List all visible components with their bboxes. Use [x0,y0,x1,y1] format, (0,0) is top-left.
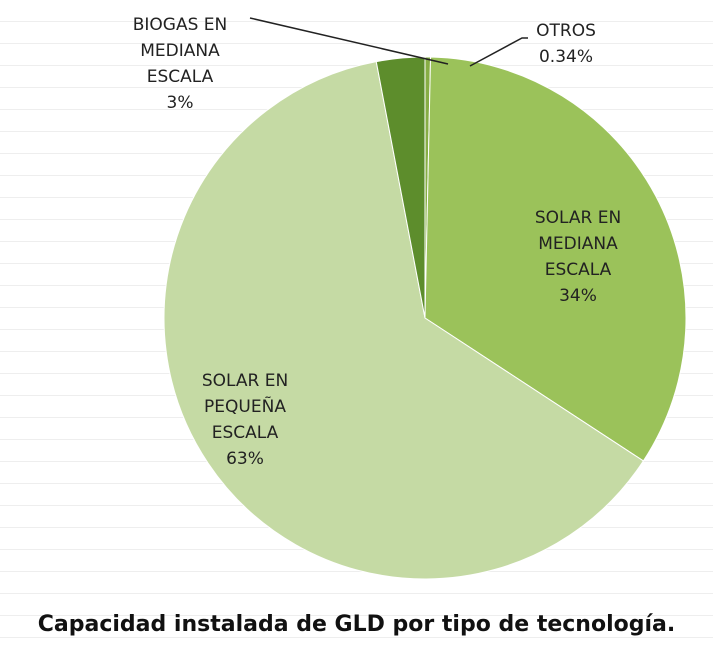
slice-name: BIOGAS EN MEDIANA ESCALA [132,15,228,87]
chart-title: Capacidad instalada de GLD por tipo de t… [37,612,676,637]
slice-value: 34% [559,286,597,306]
leader-line [249,17,449,65]
pie-slice [424,56,687,462]
leader-line [469,37,528,67]
slice-name: OTROS [536,21,596,41]
slice-label: SOLAR EN MEDIANA ESCALA 34% [500,205,656,309]
pie-slice [163,61,645,580]
slice-name: SOLAR EN MEDIANA ESCALA [534,208,622,280]
slice-label: BIOGAS EN MEDIANA ESCALA 3% [110,12,250,116]
slice-value: 3% [166,93,194,113]
slice-label: OTROS 0.34% [496,18,636,70]
slice-name: SOLAR EN PEQUEÑA ESCALA [201,371,289,443]
slice-label: SOLAR EN PEQUEÑA ESCALA 63% [175,368,315,472]
pie-slice [375,56,426,319]
slice-value: 0.34% [538,47,593,67]
slice-value: 63% [226,449,264,469]
